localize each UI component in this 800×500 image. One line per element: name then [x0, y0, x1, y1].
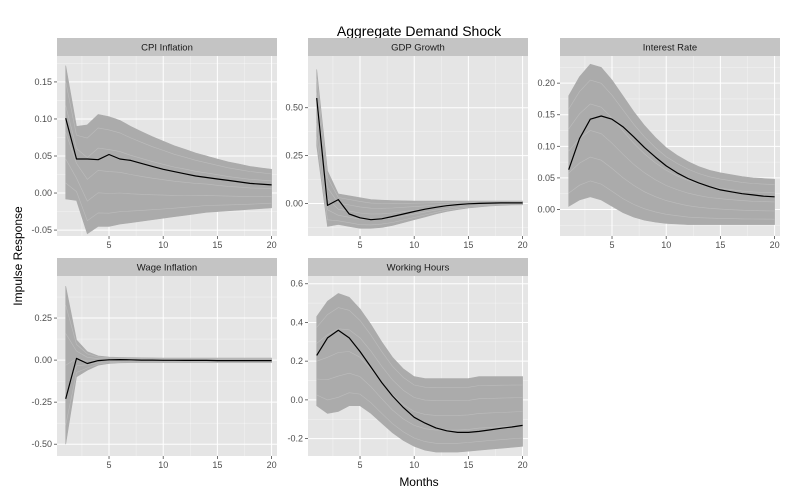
x-tick-label: 5 [107, 240, 112, 250]
y-tick-label: 0.0 [290, 395, 303, 405]
x-tick-label: 15 [715, 240, 725, 250]
y-tick-label: 0.4 [290, 317, 303, 327]
y-tick-label: -0.05 [31, 225, 52, 235]
y-tick-label: 0.6 [290, 279, 303, 289]
draw-line-interest-rate [568, 180, 775, 220]
x-tick-label: 20 [770, 240, 780, 250]
draw-line-cpi-inflation [65, 132, 272, 189]
median-line-wage-inflation [65, 357, 272, 399]
x-tick-label: 10 [158, 240, 168, 250]
x-tick-label: 20 [518, 460, 528, 470]
draw-line-interest-rate [568, 156, 775, 212]
x-tick-label: 20 [518, 240, 528, 250]
x-tick-label: 15 [463, 460, 473, 470]
y-tick-label: 0.25 [34, 313, 52, 323]
median-line-working-hours [316, 329, 523, 433]
facet-wage-inflation: Wage Inflation -0.50 -0.25 0.00 0.25 5 10 15 20 [31, 258, 277, 470]
y-tick-label: 0.10 [34, 114, 52, 124]
draw-line-wage-inflation [65, 305, 272, 359]
band-area-interest-rate [568, 63, 775, 225]
median-line-cpi-inflation [65, 118, 272, 186]
draw-line-working-hours [316, 372, 523, 431]
y-axis-title: Impulse Response [11, 206, 25, 306]
y-tick-label: 0.20 [537, 78, 555, 88]
band-area-working-hours [316, 293, 523, 453]
y-tick-label: 0.50 [285, 103, 303, 113]
draw-line-gdp-growth [316, 78, 523, 204]
x-tick-label: 15 [212, 240, 222, 250]
x-tick-label: 5 [107, 460, 112, 470]
y-tick-label: 0.15 [537, 110, 555, 120]
median-line-interest-rate [568, 115, 775, 198]
x-tick-label: 20 [267, 240, 277, 250]
x-tick-label: 10 [158, 460, 168, 470]
draw-line-cpi-inflation [65, 182, 272, 222]
x-axis-title: Months [399, 475, 438, 489]
draw-line-working-hours [316, 307, 523, 388]
y-tick-label: 0.00 [285, 198, 303, 208]
y-tick-label: 0.00 [34, 355, 52, 365]
y-tick-label: 0.05 [34, 151, 52, 161]
x-tick-label: 5 [610, 240, 615, 250]
y-tick-label: 0.25 [285, 151, 303, 161]
facet-label-cpi-inflation: CPI Inflation [141, 43, 193, 54]
facet-working-hours: Working Hours -0.2 0.0 0.2 0.4 0.6 5 10 15 20 [287, 258, 528, 470]
facet-panels: CPI Inflation-0.050.000.050.100.155 10 15 2… [31, 38, 780, 470]
draw-line-interest-rate [568, 103, 775, 194]
x-tick-label: 20 [267, 460, 277, 470]
y-tick-label: -0.25 [31, 397, 52, 407]
facet-strip-wage-inflation [57, 258, 277, 276]
draw-line-gdp-growth [316, 122, 523, 221]
facet-label-gdp-growth: GDP Growth [391, 43, 445, 54]
facet-label-working-hours: Working Hours [387, 263, 450, 274]
y-tick-label: 0.2 [290, 356, 303, 366]
facet-strip-gdp-growth [308, 38, 528, 56]
x-tick-label: 10 [409, 460, 419, 470]
facet-strip-interest-rate [560, 38, 780, 56]
draw-line-wage-inflation [65, 360, 272, 397]
y-tick-label: 0.00 [537, 204, 555, 214]
x-tick-label: 5 [358, 240, 363, 250]
draw-line-interest-rate [568, 130, 775, 203]
y-tick-label: -0.2 [287, 434, 303, 444]
draw-line-cpi-inflation [65, 158, 272, 202]
draw-line-gdp-growth [316, 136, 523, 226]
facet-strip-cpi-inflation [57, 38, 277, 56]
band-area-gdp-growth [316, 69, 523, 229]
draw-line-interest-rate [568, 79, 775, 185]
facet-strip-working-hours [308, 258, 528, 276]
y-tick-label: 0.00 [34, 188, 52, 198]
facet-gdp-growth: GDP Growth 0.00 0.25 0.50 5 10 15 20 [285, 38, 528, 250]
x-tick-label: 15 [212, 460, 222, 470]
draw-line-wage-inflation [65, 361, 272, 426]
facet-label-interest-rate: Interest Rate [643, 43, 697, 54]
y-tick-label: -0.50 [31, 439, 52, 449]
draw-line-working-hours [316, 328, 523, 401]
x-tick-label: 10 [409, 240, 419, 250]
facet-cpi-inflation: CPI Inflation -0.05 0.00 0.05 0.10 0.15 5 10 15 2… [31, 38, 277, 250]
band-area-cpi-inflation [65, 65, 272, 235]
facet-label-wage-inflation: Wage Inflation [137, 263, 197, 274]
draw-line-working-hours [316, 392, 523, 444]
draw-line-wage-inflation [65, 333, 272, 360]
y-tick-label: 0.15 [34, 77, 52, 87]
median-line-gdp-growth [316, 98, 523, 221]
draw-line-cpi-inflation [65, 105, 272, 182]
y-tick-label: 0.05 [537, 173, 555, 183]
draw-line-cpi-inflation [65, 81, 272, 175]
x-tick-label: 15 [463, 240, 473, 250]
x-tick-label: 10 [661, 240, 671, 250]
draw-line-working-hours [316, 351, 523, 416]
y-tick-label: 0.10 [537, 141, 555, 151]
facet-interest-rate: Interest Rate 0.00 0.05 0.10 0.15 0.20 5 10 15 20 [537, 38, 780, 250]
x-tick-label: 5 [358, 460, 363, 470]
band-area-wage-inflation [65, 286, 272, 445]
figure-title: Aggregate Demand Shock [337, 23, 502, 39]
